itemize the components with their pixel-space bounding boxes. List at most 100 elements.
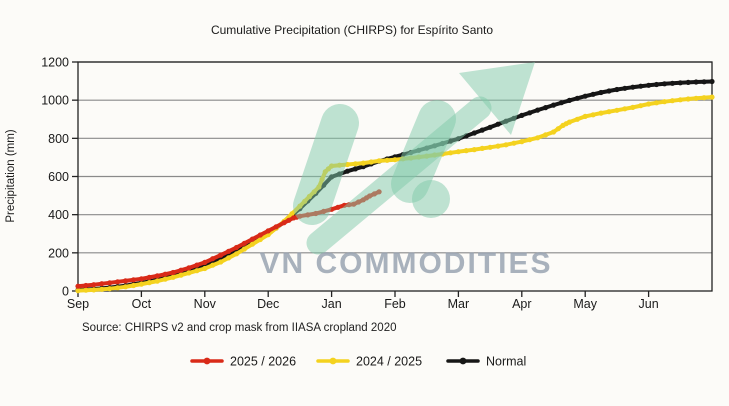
data-point [83, 282, 89, 289]
data-point [335, 204, 341, 210]
data-point [138, 281, 144, 287]
data-point [241, 240, 247, 246]
data-point [233, 251, 240, 257]
data-point [178, 272, 184, 278]
y-tick-label: 400 [48, 208, 69, 222]
data-point [701, 95, 707, 101]
data-point [661, 81, 668, 87]
data-point [622, 106, 628, 112]
data-point [138, 276, 144, 282]
y-tick-label: 1200 [41, 56, 69, 70]
data-point [527, 137, 533, 143]
data-point [614, 107, 620, 113]
data-point [550, 102, 557, 108]
data-point [194, 268, 200, 274]
data-point [91, 282, 97, 288]
data-point [519, 139, 525, 145]
legend-item-2025-2026: 2025 / 2026 [190, 355, 296, 369]
y-tick-label: 600 [48, 170, 69, 184]
data-point [352, 161, 358, 167]
data-point [368, 159, 374, 165]
data-point [241, 246, 247, 252]
data-point [202, 265, 208, 272]
data-point [122, 278, 129, 284]
data-point [638, 103, 644, 109]
data-point [598, 89, 604, 96]
data-point [273, 224, 279, 230]
watermark-slash-icon [293, 104, 359, 225]
data-point [582, 113, 588, 119]
data-point [614, 86, 620, 93]
data-point [661, 99, 668, 105]
data-point [265, 228, 271, 234]
chart-title: Cumulative Precipitation (CHIRPS) for Es… [211, 23, 493, 37]
data-point [210, 262, 216, 268]
data-point [218, 252, 224, 258]
data-point [606, 88, 612, 94]
data-point [178, 267, 184, 273]
legend-marker-dot [203, 357, 211, 365]
data-point [83, 287, 89, 293]
y-tick-label: 1000 [41, 94, 69, 108]
data-point [115, 285, 121, 291]
data-point [622, 85, 628, 91]
data-point [550, 129, 557, 135]
data-point [257, 232, 263, 238]
data-point [558, 100, 565, 106]
data-point [218, 259, 224, 265]
data-point [170, 269, 176, 276]
x-tick-label-may: May [573, 297, 597, 311]
data-point [709, 78, 715, 85]
data-point [344, 168, 350, 174]
data-point [455, 149, 461, 155]
data-point [709, 94, 715, 100]
data-point [511, 140, 517, 146]
data-point [693, 79, 699, 85]
x-tick-label-oct: Oct [132, 297, 152, 311]
data-point [479, 145, 485, 151]
data-point [685, 79, 691, 85]
data-point [286, 217, 292, 223]
watermark-dot-icon [412, 180, 450, 218]
watermark-logo [293, 62, 535, 255]
data-point [519, 112, 525, 118]
data-point [653, 81, 660, 88]
legend-label: 2024 / 2025 [356, 355, 422, 369]
data-point [555, 126, 561, 132]
data-point [154, 273, 160, 279]
data-point [289, 211, 295, 217]
data-point [352, 166, 358, 172]
data-point [487, 124, 493, 130]
data-point [162, 271, 168, 277]
data-point [107, 286, 113, 292]
data-point [543, 105, 549, 111]
data-point [693, 95, 699, 101]
data-point [226, 248, 232, 254]
data-point [360, 160, 366, 166]
data-point [91, 287, 97, 293]
watermark-arrow-shaft-icon [306, 96, 492, 255]
legend-label: Normal [486, 355, 526, 369]
data-point [503, 142, 509, 148]
data-point [606, 109, 612, 115]
x-tick-label-nov: Nov [194, 297, 217, 311]
y-tick-label: 0 [62, 285, 69, 299]
legend-label: 2025 / 2026 [230, 355, 296, 369]
data-point [669, 80, 676, 86]
data-point [210, 256, 216, 262]
data-point [194, 262, 200, 268]
data-point [202, 259, 208, 265]
x-tick-label-dec: Dec [257, 297, 279, 311]
data-point [257, 236, 263, 243]
x-axis-ticks: Sep Oct Nov Dec Jan Feb Mar Apr May Jun [67, 291, 659, 311]
legend-item-2024-2025: 2024 / 2025 [316, 355, 422, 369]
legend-marker-dot [459, 357, 467, 365]
data-point [130, 282, 137, 289]
data-point [527, 110, 533, 116]
data-point [669, 98, 676, 104]
x-tick-label-jun: Jun [639, 297, 659, 311]
data-point [447, 150, 454, 156]
data-point [99, 281, 105, 287]
data-point [495, 143, 501, 149]
